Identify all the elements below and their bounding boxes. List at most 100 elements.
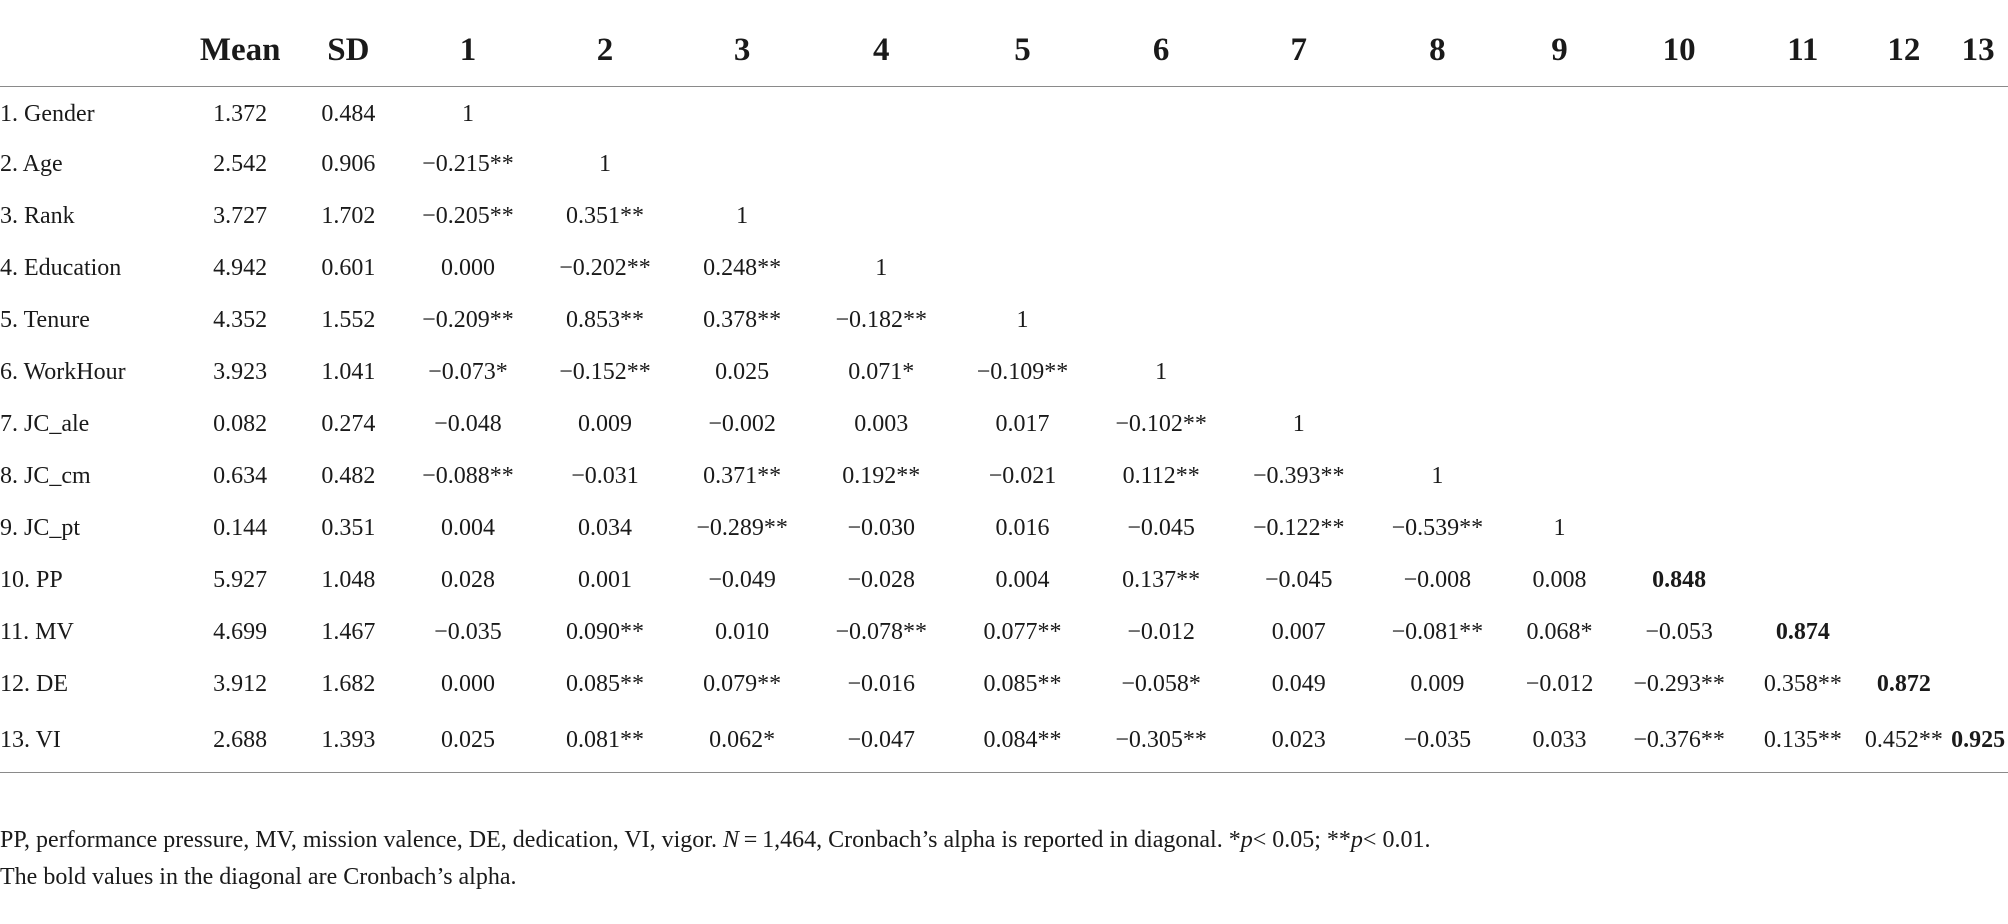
diagonal-cell: 1 — [1553, 514, 1566, 541]
header-col-9: 9 — [1506, 16, 1613, 87]
correlation-cell: −0.205** — [422, 202, 514, 229]
correlation-cell: 0.033 — [1506, 710, 1613, 773]
mean-cell: 4.942 — [213, 254, 268, 281]
correlation-cell: 0.009 — [578, 410, 633, 437]
correlation-cell — [1948, 398, 2008, 450]
correlation-cell: 0.004 — [995, 566, 1050, 593]
correlation-cell — [1746, 190, 1859, 242]
correlation-cell — [1612, 398, 1746, 450]
correlation-cell — [1230, 190, 1368, 242]
correlation-table-container: Mean SD 1 2 3 4 5 6 7 8 9 10 11 12 13 1. Gender 1.372 0.… — [0, 16, 2008, 773]
diagonal-cell: 1 — [1016, 306, 1029, 333]
diagonal-cell: 1 — [1431, 462, 1444, 489]
correlation-cell — [1507, 138, 1612, 190]
correlation-cell — [1230, 86, 1368, 138]
correlation-cell — [952, 86, 1092, 138]
correlation-cell — [1093, 190, 1230, 242]
correlation-cell: −0.088** — [422, 462, 514, 489]
correlation-cell: 0.004 — [440, 514, 495, 541]
correlation-cell: −0.122** — [1252, 514, 1345, 541]
correlation-cell: −0.031 — [571, 462, 639, 489]
correlation-cell: −0.539** — [1391, 514, 1484, 541]
header-sd: SD — [296, 16, 400, 87]
table-row: 9. JC_pt 0.144 0.351 0.004 0.034 −0.289** −0.0… — [0, 502, 2008, 554]
correlation-cell — [1746, 294, 1859, 346]
footnote-bold-note: The bold values in the diagonal are Cron… — [0, 864, 517, 890]
header-col-5: 5 — [952, 16, 1093, 87]
header-row-label — [0, 16, 184, 87]
correlation-cell — [1948, 554, 2008, 606]
correlation-cell — [1860, 138, 1949, 190]
correlation-cell — [1368, 86, 1507, 138]
correlation-cell: 0.000 — [440, 670, 495, 697]
header-col-4: 4 — [810, 16, 953, 87]
diagonal-cell: 0.925 — [1948, 710, 2008, 773]
table-row: 8. JC_cm 0.634 0.482 −0.088** −0.031 0.371** 0… — [0, 450, 2008, 502]
correlation-cell — [810, 138, 952, 190]
correlation-cell — [810, 190, 952, 242]
table-row: 7. JC_ale 0.082 0.274 −0.048 0.009 −0.002 0.00… — [0, 398, 2008, 450]
correlation-cell: 0.007 — [1271, 618, 1326, 645]
correlation-cell: −0.202** — [559, 254, 651, 281]
header-col-12: 12 — [1859, 16, 1949, 87]
correlation-cell — [1368, 346, 1507, 398]
correlation-cell: 0.085** — [983, 670, 1062, 697]
correlation-cell: −0.289** — [696, 514, 788, 541]
correlation-cell: −0.102** — [1115, 410, 1207, 437]
correlation-cell — [1368, 242, 1507, 294]
row-label: 5. Tenure — [0, 306, 90, 333]
row-label: 6. WorkHour — [0, 358, 126, 385]
correlation-cell — [1230, 242, 1368, 294]
mean-cell: 0.082 — [213, 410, 268, 437]
header-col-2: 2 — [535, 16, 675, 87]
correlation-cell: 0.000 — [440, 254, 495, 281]
correlation-cell — [1612, 346, 1746, 398]
correlation-cell — [1612, 190, 1746, 242]
correlation-cell: −0.035 — [1367, 710, 1507, 773]
correlation-cell: −0.215** — [422, 150, 514, 177]
correlation-cell: −0.045 — [1127, 514, 1195, 541]
correlation-cell — [1507, 294, 1612, 346]
correlation-cell — [952, 242, 1092, 294]
correlation-cell — [1860, 606, 1949, 658]
table-row: 4. Education 4.942 0.601 0.000 −0.202** 0.248… — [0, 242, 2008, 294]
correlation-cell — [1860, 346, 1949, 398]
correlation-cell: −0.073* — [428, 358, 508, 385]
correlation-cell: −0.021 — [988, 462, 1057, 489]
mean-cell: 1.372 — [213, 100, 268, 127]
header-mean: Mean — [183, 16, 297, 87]
row-label: 11. MV — [0, 618, 74, 645]
diagonal-cell: 1 — [1292, 410, 1305, 437]
correlation-cell: 0.081** — [535, 710, 675, 773]
correlation-cell — [1230, 294, 1368, 346]
correlation-cell — [1368, 190, 1507, 242]
table-row: 3. Rank 3.727 1.702 −0.205** 0.351** 1 — [0, 190, 2008, 242]
diagonal-cell: 1 — [875, 254, 888, 281]
correlation-table: Mean SD 1 2 3 4 5 6 7 8 9 10 11 12 13 1. Gender 1.372 0.… — [0, 16, 2008, 773]
correlation-cell: −0.028 — [847, 566, 916, 593]
mean-cell: 4.699 — [213, 618, 268, 645]
correlation-cell: 0.077** — [983, 618, 1062, 645]
correlation-cell — [1860, 398, 1949, 450]
correlation-cell — [1507, 346, 1612, 398]
header-col-1: 1 — [399, 16, 536, 87]
table-row: 11. MV 4.699 1.467 −0.035 0.090** 0.010 −0.078… — [0, 606, 2008, 658]
correlation-cell — [1948, 658, 2008, 710]
correlation-cell: −0.053 — [1645, 618, 1713, 645]
diagonal-cell: 1 — [1155, 358, 1168, 385]
mean-cell: 0.634 — [213, 462, 268, 489]
correlation-cell — [1746, 450, 1859, 502]
correlation-cell: −0.012 — [1525, 670, 1594, 697]
correlation-cell — [1368, 138, 1507, 190]
correlation-cell: 0.378** — [703, 306, 782, 333]
correlation-cell: 0.358** — [1763, 670, 1842, 697]
correlation-cell — [1860, 242, 1949, 294]
table-row: 10. PP 5.927 1.048 0.028 0.001 −0.049 −0.028 0.… — [0, 554, 2008, 606]
header-col-13: 13 — [1948, 16, 2008, 87]
correlation-cell: 0.016 — [995, 514, 1050, 541]
correlation-cell: 0.137** — [1122, 566, 1201, 593]
correlation-cell — [1948, 502, 2008, 554]
correlation-cell: 0.084** — [952, 710, 1093, 773]
correlation-cell: 0.001 — [578, 566, 633, 593]
correlation-cell: 0.071* — [848, 358, 915, 385]
